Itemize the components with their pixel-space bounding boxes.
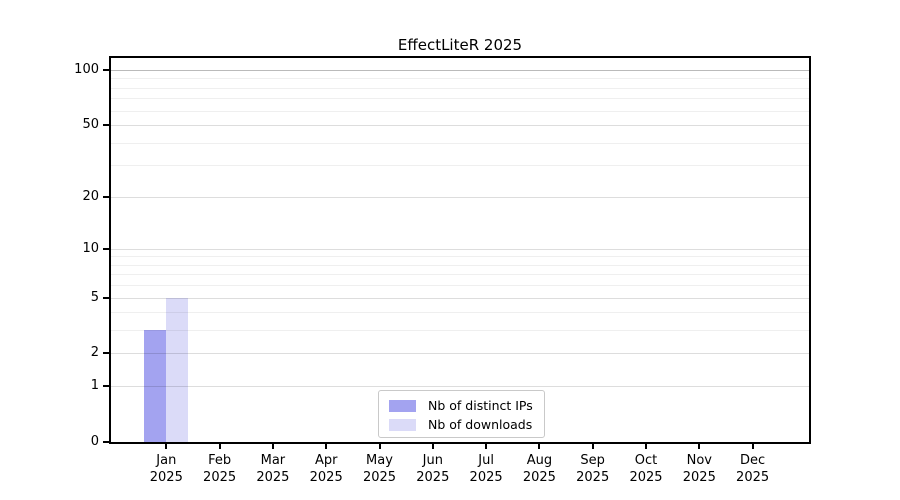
gridline-minor-70	[111, 98, 809, 100]
y-tick-1	[103, 385, 109, 388]
legend-entry-nb-of-downloads: Nb of downloads	[389, 415, 544, 434]
x-label-nov: Nov 2025	[667, 452, 731, 486]
x-tick-mar	[271, 444, 274, 449]
gridline-minor-7	[111, 274, 809, 276]
x-label-aug: Aug 2025	[507, 452, 571, 486]
x-label-jun: Jun 2025	[401, 452, 465, 486]
legend-swatch-nb-of-distinct-ips	[389, 399, 416, 412]
x-label-year-dec: 2025	[736, 470, 770, 485]
x-label-year-may: 2025	[362, 470, 397, 485]
gridline-minor-90	[111, 78, 809, 80]
bar-nb-of-distinct-ips-jan	[144, 330, 167, 442]
x-label-mar: Mar 2025	[241, 452, 305, 486]
gridline-minor-8	[111, 264, 809, 266]
bar-nb-of-downloads-jan	[166, 297, 189, 442]
gridline-50	[111, 125, 809, 127]
x-label-month-mar: Mar	[260, 453, 286, 468]
gridline-5	[111, 297, 809, 299]
x-label-oct: Oct 2025	[614, 452, 678, 486]
y-tick-label-100: 100	[74, 62, 99, 77]
y-tick-label-50: 50	[82, 117, 99, 133]
y-tick-50	[103, 124, 109, 127]
gridline-minor-6	[111, 285, 809, 287]
x-label-month-may: May	[366, 453, 393, 468]
y-tick-label-1: 1	[90, 378, 99, 394]
y-tick-label-0: 0	[90, 434, 99, 449]
gridline-1	[111, 386, 809, 388]
y-tick-label-2: 2	[90, 345, 99, 361]
x-tick-jun	[431, 444, 434, 449]
gridline-minor-9	[111, 256, 809, 258]
x-label-year-jan: 2025	[149, 470, 183, 485]
gridline-2	[111, 353, 809, 355]
y-tick-2	[103, 352, 109, 355]
x-tick-aug	[538, 444, 541, 449]
x-label-year-nov: 2025	[682, 470, 716, 485]
x-tick-oct	[645, 444, 647, 449]
x-label-month-aug: Aug	[526, 453, 553, 468]
gridline-10	[111, 248, 809, 250]
x-label-month-feb: Feb	[208, 453, 232, 468]
x-label-month-oct: Oct	[634, 453, 658, 468]
y-tick-0	[103, 441, 109, 443]
x-label-year-apr: 2025	[309, 470, 343, 485]
x-label-month-apr: Apr	[314, 453, 338, 468]
gridline-minor-40	[111, 142, 809, 144]
legend-swatch-nb-of-downloads	[389, 418, 416, 431]
x-label-sep: Sep 2025	[561, 452, 625, 486]
legend: Nb of distinct IPs Nb of downloads	[378, 390, 545, 438]
x-label-month-jan: Jan	[156, 453, 177, 468]
x-tick-nov	[698, 444, 701, 449]
x-label-apr: Apr 2025	[294, 452, 358, 486]
y-tick-label-5: 5	[90, 289, 99, 305]
x-tick-jul	[485, 444, 488, 449]
y-tick-100	[103, 69, 109, 71]
x-label-month-sep: Sep	[580, 453, 605, 468]
x-tick-may	[378, 444, 381, 449]
y-tick-20	[103, 195, 109, 198]
x-label-year-aug: 2025	[522, 470, 556, 485]
gridline-minor-60	[111, 110, 809, 112]
x-label-month-dec: Dec	[740, 453, 766, 468]
x-label-year-jul: 2025	[469, 470, 503, 485]
x-label-year-jun: 2025	[416, 470, 450, 485]
x-label-month-jun: Jun	[422, 453, 443, 468]
x-label-feb: Feb 2025	[188, 452, 252, 486]
x-label-jan: Jan 2025	[134, 452, 198, 486]
gridline-100	[111, 70, 809, 71]
x-tick-sep	[591, 444, 594, 449]
x-label-month-nov: Nov	[686, 453, 712, 468]
x-label-dec: Dec 2025	[721, 452, 785, 486]
gridline-minor-4	[111, 312, 809, 314]
chart-title: EffectLiteR 2025	[397, 36, 523, 54]
y-tick-label-10: 10	[82, 240, 99, 256]
x-label-year-mar: 2025	[256, 470, 290, 485]
x-label-jul: Jul 2025	[454, 452, 518, 486]
x-label-month-jul: Jul	[478, 453, 494, 468]
legend-entry-nb-of-distinct-ips: Nb of distinct IPs	[389, 396, 544, 415]
gridline-minor-80	[111, 87, 809, 89]
plot-area: 0 1 2 5 10 20 50 100 Jan 2025 Feb 2025 Mar 2025 Apr 202…	[74, 56, 811, 485]
legend-label-nb-of-downloads: Nb of downloads	[428, 417, 533, 432]
gridline-20	[111, 196, 809, 198]
y-tick-10	[103, 247, 109, 250]
x-tick-feb	[218, 444, 221, 449]
x-label-year-sep: 2025	[576, 470, 610, 485]
x-label-year-oct: 2025	[629, 470, 663, 485]
gridline-minor-30	[111, 165, 809, 167]
x-tick-apr	[325, 444, 328, 449]
legend-label-nb-of-distinct-ips: Nb of distinct IPs	[428, 398, 533, 413]
x-label-may: May 2025	[348, 452, 412, 486]
y-tick-5	[103, 296, 109, 299]
x-tick-jan	[165, 444, 168, 449]
x-tick-dec	[751, 444, 754, 449]
gridline-minor-3	[111, 330, 809, 332]
y-tick-label-20: 20	[82, 188, 99, 204]
x-label-year-feb: 2025	[203, 470, 237, 485]
